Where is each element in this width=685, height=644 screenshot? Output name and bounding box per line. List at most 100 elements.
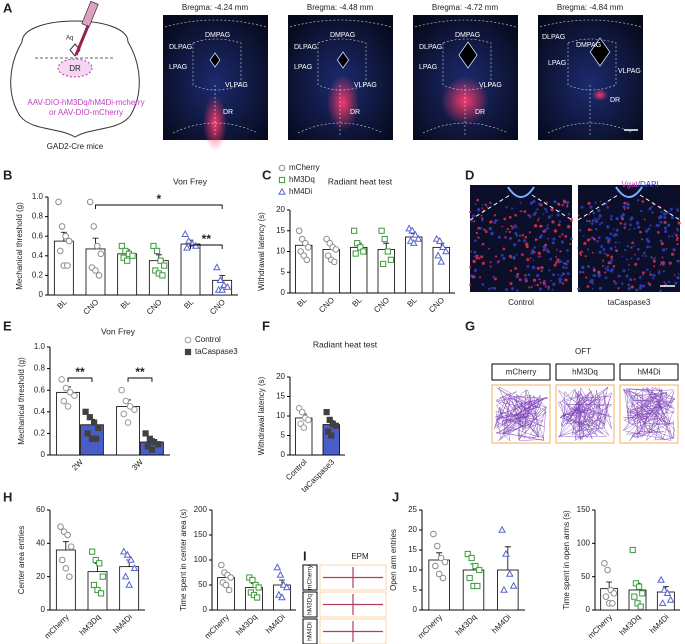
data-point xyxy=(434,251,443,259)
data-point xyxy=(93,435,100,442)
cell xyxy=(642,284,646,288)
data-point xyxy=(502,549,510,557)
y-tick-label: 0 xyxy=(586,605,591,614)
cell xyxy=(468,210,472,214)
cell xyxy=(643,218,646,221)
maze-track xyxy=(323,594,383,615)
cell xyxy=(585,219,589,223)
data-point xyxy=(144,443,151,450)
cell xyxy=(651,211,654,214)
group-label: hM4Di xyxy=(307,622,314,641)
region-label: VLPAG xyxy=(225,82,248,89)
data-point xyxy=(660,585,669,593)
x-tick-label: CNO xyxy=(208,298,227,317)
cell xyxy=(613,280,616,283)
cell xyxy=(536,283,540,287)
cell xyxy=(484,203,488,207)
cell xyxy=(489,261,492,264)
cell xyxy=(589,280,592,284)
image-background xyxy=(538,15,643,140)
cell xyxy=(659,263,662,266)
panel-label: D xyxy=(465,167,474,182)
cell xyxy=(532,265,535,268)
data-point xyxy=(273,563,282,571)
data-point xyxy=(632,580,640,587)
cell xyxy=(592,268,596,272)
cell xyxy=(529,257,532,259)
data-point xyxy=(127,555,135,563)
cell xyxy=(566,249,569,252)
region-label: DMPAG xyxy=(205,32,230,39)
cell xyxy=(663,226,668,230)
cell xyxy=(600,221,604,224)
cell xyxy=(677,221,681,225)
cell xyxy=(519,210,522,213)
data-point xyxy=(121,572,130,580)
cell xyxy=(498,260,501,262)
data-point xyxy=(55,198,62,206)
cell xyxy=(551,220,555,224)
cell xyxy=(481,261,485,265)
cell xyxy=(558,203,561,206)
cell xyxy=(542,213,545,216)
cell xyxy=(473,255,476,258)
cell xyxy=(533,246,536,249)
data-point xyxy=(278,164,286,172)
cell xyxy=(597,217,600,220)
data-point xyxy=(437,257,446,265)
midline xyxy=(577,194,681,221)
cell xyxy=(578,270,582,274)
data-point xyxy=(254,594,261,601)
data-point xyxy=(474,582,481,590)
cell xyxy=(505,206,508,209)
cell xyxy=(472,259,476,264)
cell xyxy=(608,237,611,241)
data-point xyxy=(60,397,68,405)
y-tick-label: 200 xyxy=(194,505,208,514)
y-tick-label: 1.0 xyxy=(32,192,44,201)
cell xyxy=(524,274,527,277)
cell xyxy=(609,247,613,251)
y-tick-label: 20 xyxy=(408,525,417,534)
cell xyxy=(554,261,558,264)
data-point xyxy=(438,243,447,251)
aqueduct xyxy=(589,37,611,67)
data-point xyxy=(99,573,106,580)
cell xyxy=(508,230,511,234)
cell xyxy=(484,230,488,234)
cell xyxy=(678,277,680,279)
cell xyxy=(646,245,649,249)
cell xyxy=(552,273,556,277)
y-tick-label: 0.4 xyxy=(34,407,46,416)
region-label: VLPAG xyxy=(618,68,641,75)
data-point xyxy=(125,580,134,588)
cell xyxy=(597,236,601,240)
cell xyxy=(618,241,621,244)
panel-label: E xyxy=(3,318,12,333)
cell xyxy=(557,223,561,227)
data-point xyxy=(153,247,161,255)
data-point xyxy=(58,376,65,383)
cell xyxy=(591,251,594,254)
cell xyxy=(610,255,614,259)
cell xyxy=(562,265,565,269)
cell xyxy=(672,248,676,252)
significance-bracket xyxy=(190,244,223,249)
data-point xyxy=(360,248,367,255)
cell xyxy=(590,222,594,225)
cell xyxy=(489,202,492,204)
cell xyxy=(626,203,629,206)
y-axis-label: Mechanical threshold (g) xyxy=(17,357,26,445)
cell xyxy=(523,210,527,213)
cell xyxy=(519,234,521,237)
cell xyxy=(602,248,606,251)
x-tick-label: hM4Di xyxy=(264,612,287,635)
cell xyxy=(649,224,652,227)
error-bar xyxy=(62,541,69,550)
cell xyxy=(627,268,630,271)
outline xyxy=(164,19,267,135)
cell xyxy=(663,212,667,216)
data-point xyxy=(191,241,200,249)
region-label: LPAG xyxy=(419,64,437,71)
cell xyxy=(538,287,543,291)
